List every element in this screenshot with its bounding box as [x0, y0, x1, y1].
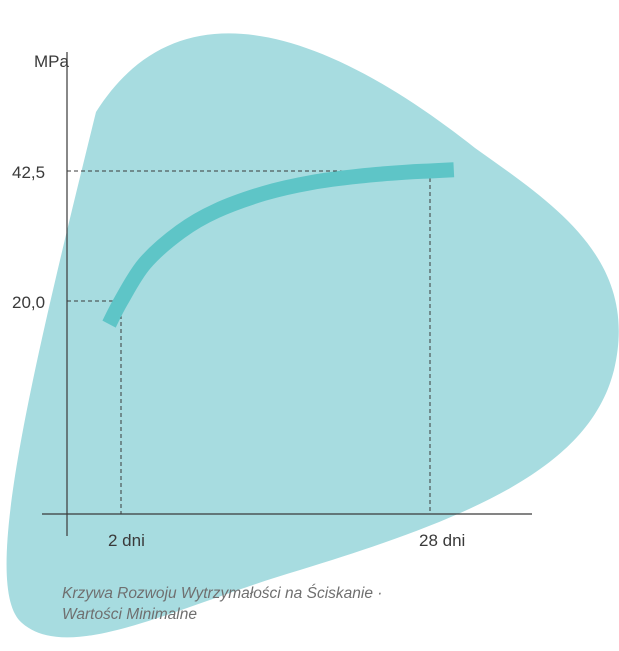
strength-curve	[102, 162, 455, 328]
caption-line-1: Krzywa Rozwoju Wytrzymałości na Ściskani…	[62, 585, 383, 602]
y-tick-label-low: 20,0	[12, 293, 45, 312]
x-tick-label-high: 28 dni	[419, 531, 465, 550]
y-axis-label: MPa	[34, 52, 70, 71]
chart-caption: Krzywa Rozwoju Wytrzymałości na Ściskani…	[62, 583, 582, 625]
background-shape	[6, 33, 619, 638]
caption-line-2: Wartości Minimalne	[62, 606, 197, 623]
x-tick-label-low: 2 dni	[108, 531, 145, 550]
y-tick-label-high: 42,5	[12, 163, 45, 182]
